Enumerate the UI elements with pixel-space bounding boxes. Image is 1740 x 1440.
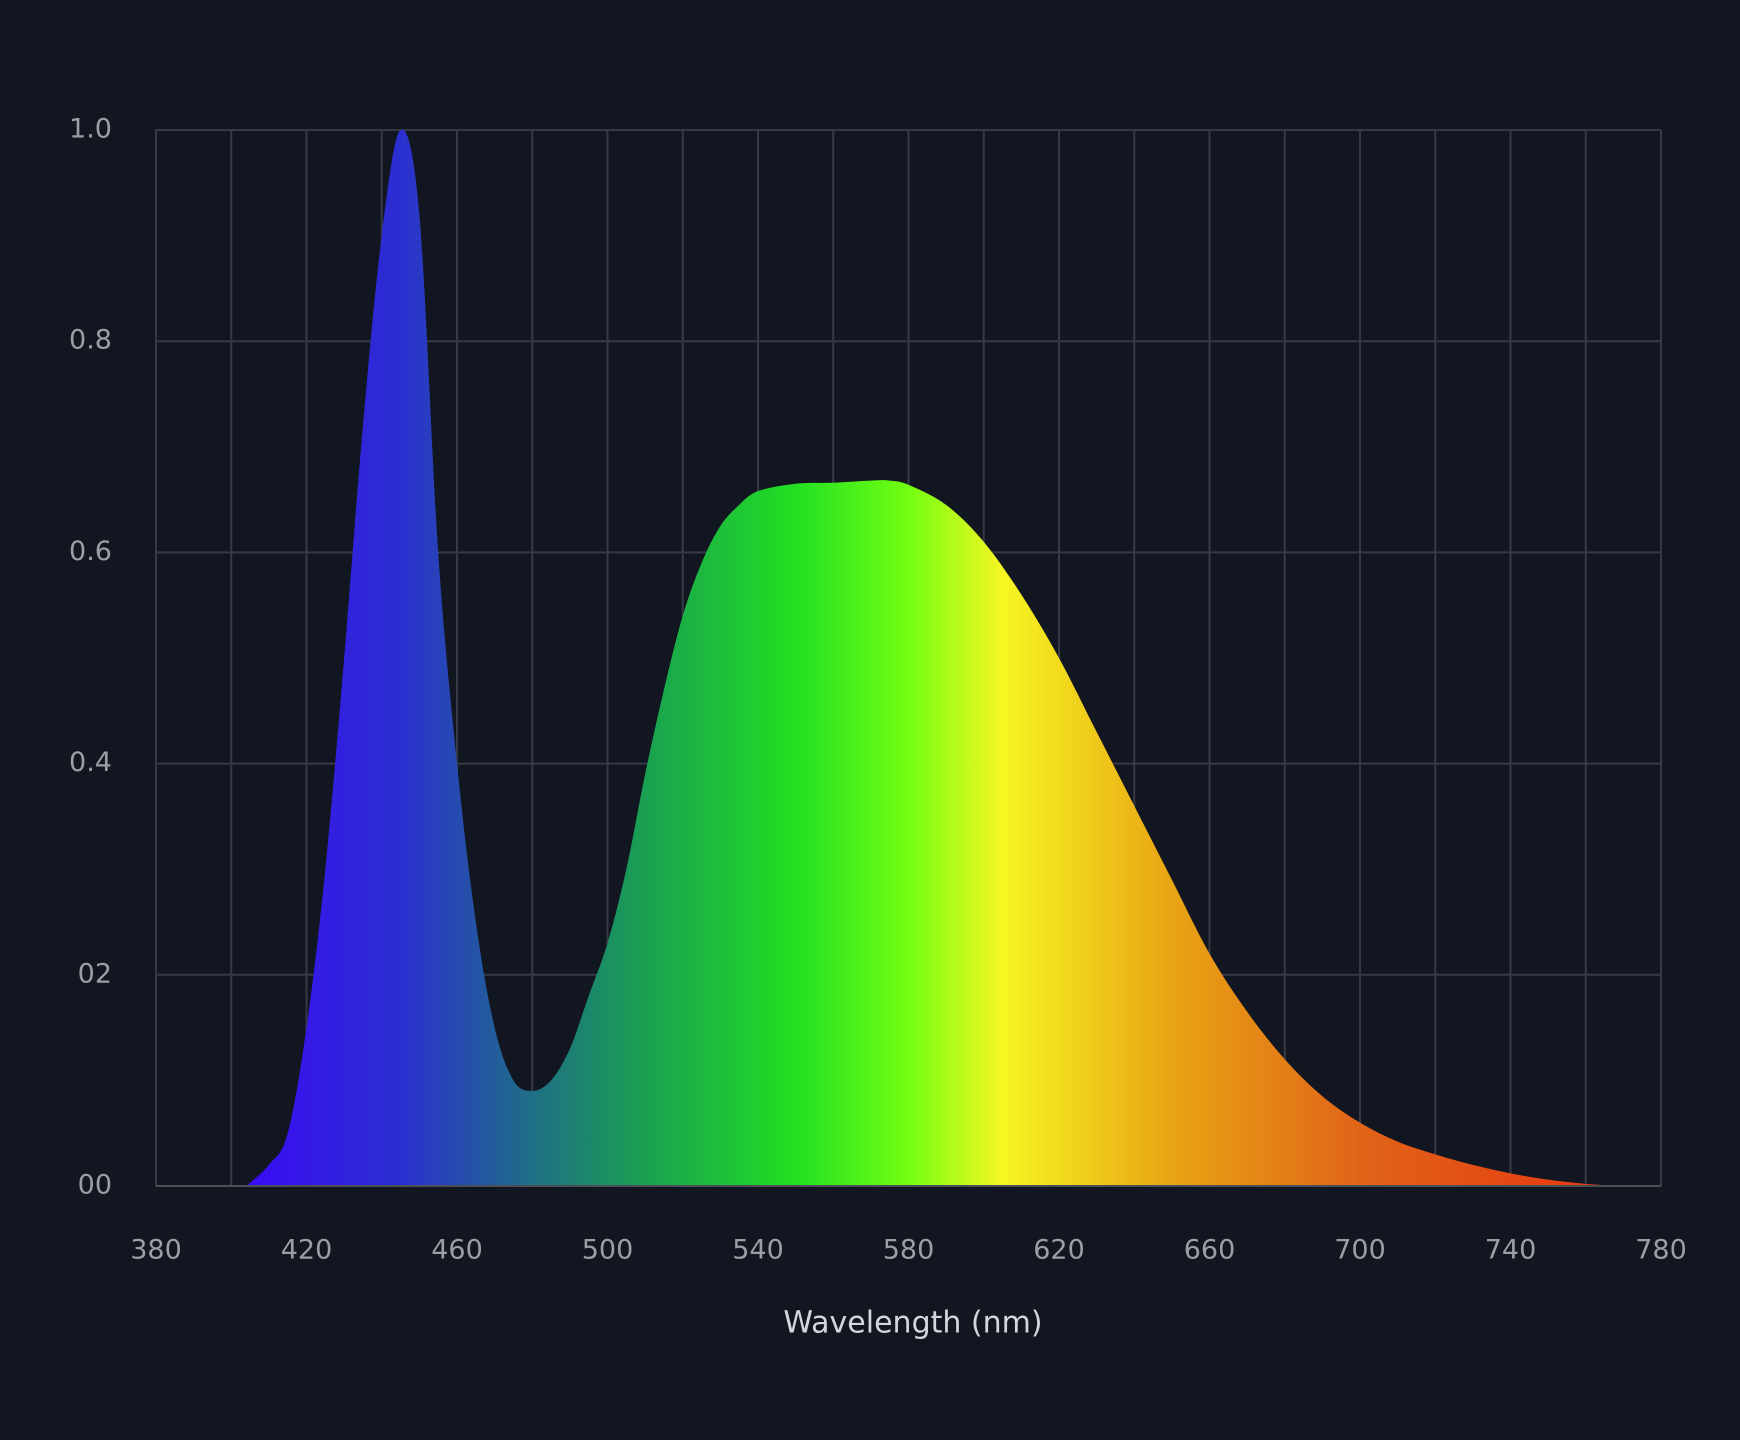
- x-tick-label: 380: [130, 1235, 182, 1266]
- x-tick-label: 700: [1334, 1235, 1386, 1266]
- x-tick-label: 780: [1635, 1235, 1687, 1266]
- x-tick-label: 460: [431, 1235, 483, 1266]
- x-tick-label: 500: [582, 1235, 634, 1266]
- x-tick-label: 620: [1033, 1235, 1085, 1266]
- y-tick-label: 00: [78, 1170, 112, 1201]
- x-tick-label: 420: [281, 1235, 333, 1266]
- x-axis-title: Wavelength (nm): [783, 1306, 1042, 1341]
- y-tick-label: 0.8: [69, 325, 112, 356]
- y-tick-label: 0.4: [69, 747, 112, 778]
- spectrum-area: [246, 129, 1624, 1187]
- y-tick-label: 02: [78, 958, 112, 989]
- x-tick-label: 580: [883, 1235, 935, 1266]
- y-tick-label: 1.0: [69, 114, 112, 145]
- x-tick-label: 660: [1184, 1235, 1236, 1266]
- x-tick-label: 540: [732, 1235, 784, 1266]
- x-tick-label: 740: [1485, 1235, 1537, 1266]
- y-tick-label: 0.6: [69, 536, 112, 567]
